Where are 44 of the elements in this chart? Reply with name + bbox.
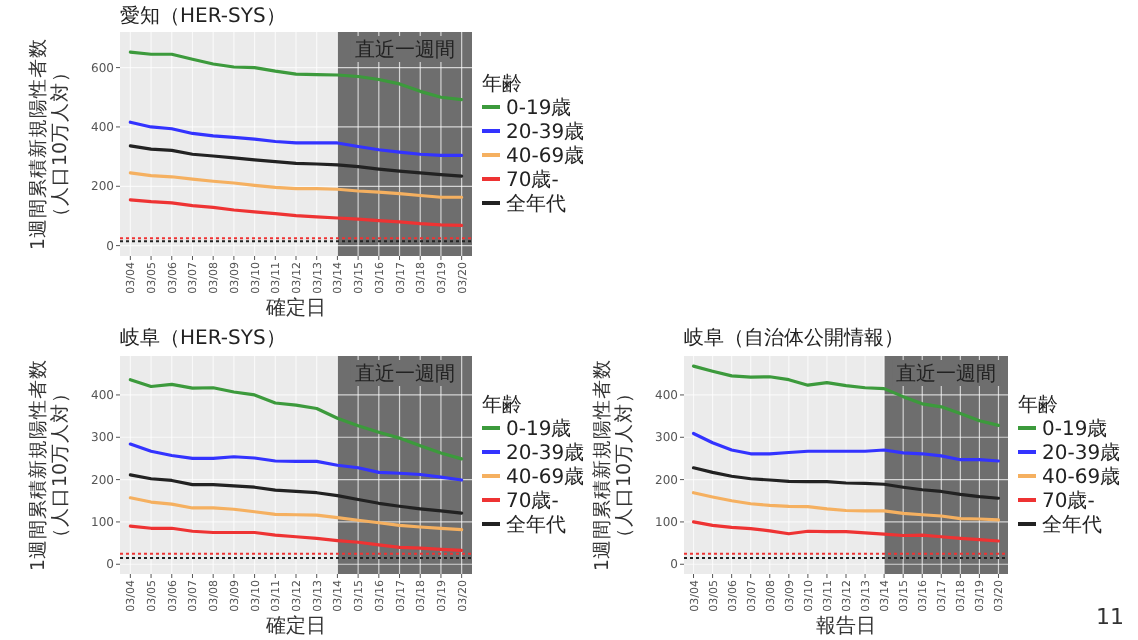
legend-label: 20-39歳 <box>506 120 585 144</box>
x-axis-title: 確定日 <box>264 296 326 320</box>
legend-label: 20-39歳 <box>1042 441 1121 465</box>
line-series <box>128 524 464 552</box>
x-axis-title: 報告日 <box>816 614 876 638</box>
line-series <box>691 466 1001 500</box>
line-series <box>128 144 464 178</box>
y-axis-title: 1週間累積新規陽性者数（人口10万人対） <box>590 358 636 572</box>
line-series <box>691 431 1001 463</box>
legend-label: 70歳- <box>1042 489 1096 513</box>
line-series <box>691 491 1001 522</box>
band-label: 直近一週間 <box>354 38 455 62</box>
legend-title: 年齢 <box>482 393 522 417</box>
line-series <box>128 473 464 515</box>
y-axis-title: 1週間累積新規陽性者数（人口10万人対） <box>26 37 72 251</box>
line-series <box>691 364 1001 428</box>
legend-label: 0-19歳 <box>506 96 572 120</box>
chart-title: 愛知（HER-SYS） <box>120 4 286 28</box>
chart-title: 岐阜（HER-SYS） <box>120 326 286 350</box>
legend-label: 40-69歳 <box>506 465 585 489</box>
line-series <box>128 442 464 482</box>
legend-label: 20-39歳 <box>506 441 585 465</box>
line-series <box>128 198 464 228</box>
legend-title: 年齢 <box>482 72 522 96</box>
legend-label: 全年代 <box>1042 513 1102 537</box>
legend-label: 0-19歳 <box>506 417 572 441</box>
line-series <box>128 171 464 199</box>
text: 11 <box>1096 604 1124 630</box>
chart-title: 岐阜（自治体公開情報） <box>684 326 904 350</box>
legend-label: 0-19歳 <box>1042 417 1108 441</box>
legend-label: 70歳- <box>506 489 560 513</box>
line-series <box>128 496 464 532</box>
legend-label: 全年代 <box>506 192 566 216</box>
x-axis-title: 確定日 <box>264 614 326 638</box>
band-label: 直近一週間 <box>896 362 997 386</box>
legend-label: 40-69歳 <box>1042 465 1121 489</box>
line-series <box>691 520 1001 543</box>
line-series <box>128 120 464 158</box>
legend-label: 40-69歳 <box>506 144 585 168</box>
legend-label: 70歳- <box>506 168 560 192</box>
legend-title: 年齢 <box>1018 393 1058 417</box>
legend-label: 全年代 <box>506 513 566 537</box>
y-axis-title: 1週間累積新規陽性者数（人口10万人対） <box>26 358 72 572</box>
band-label: 直近一週間 <box>354 362 455 386</box>
